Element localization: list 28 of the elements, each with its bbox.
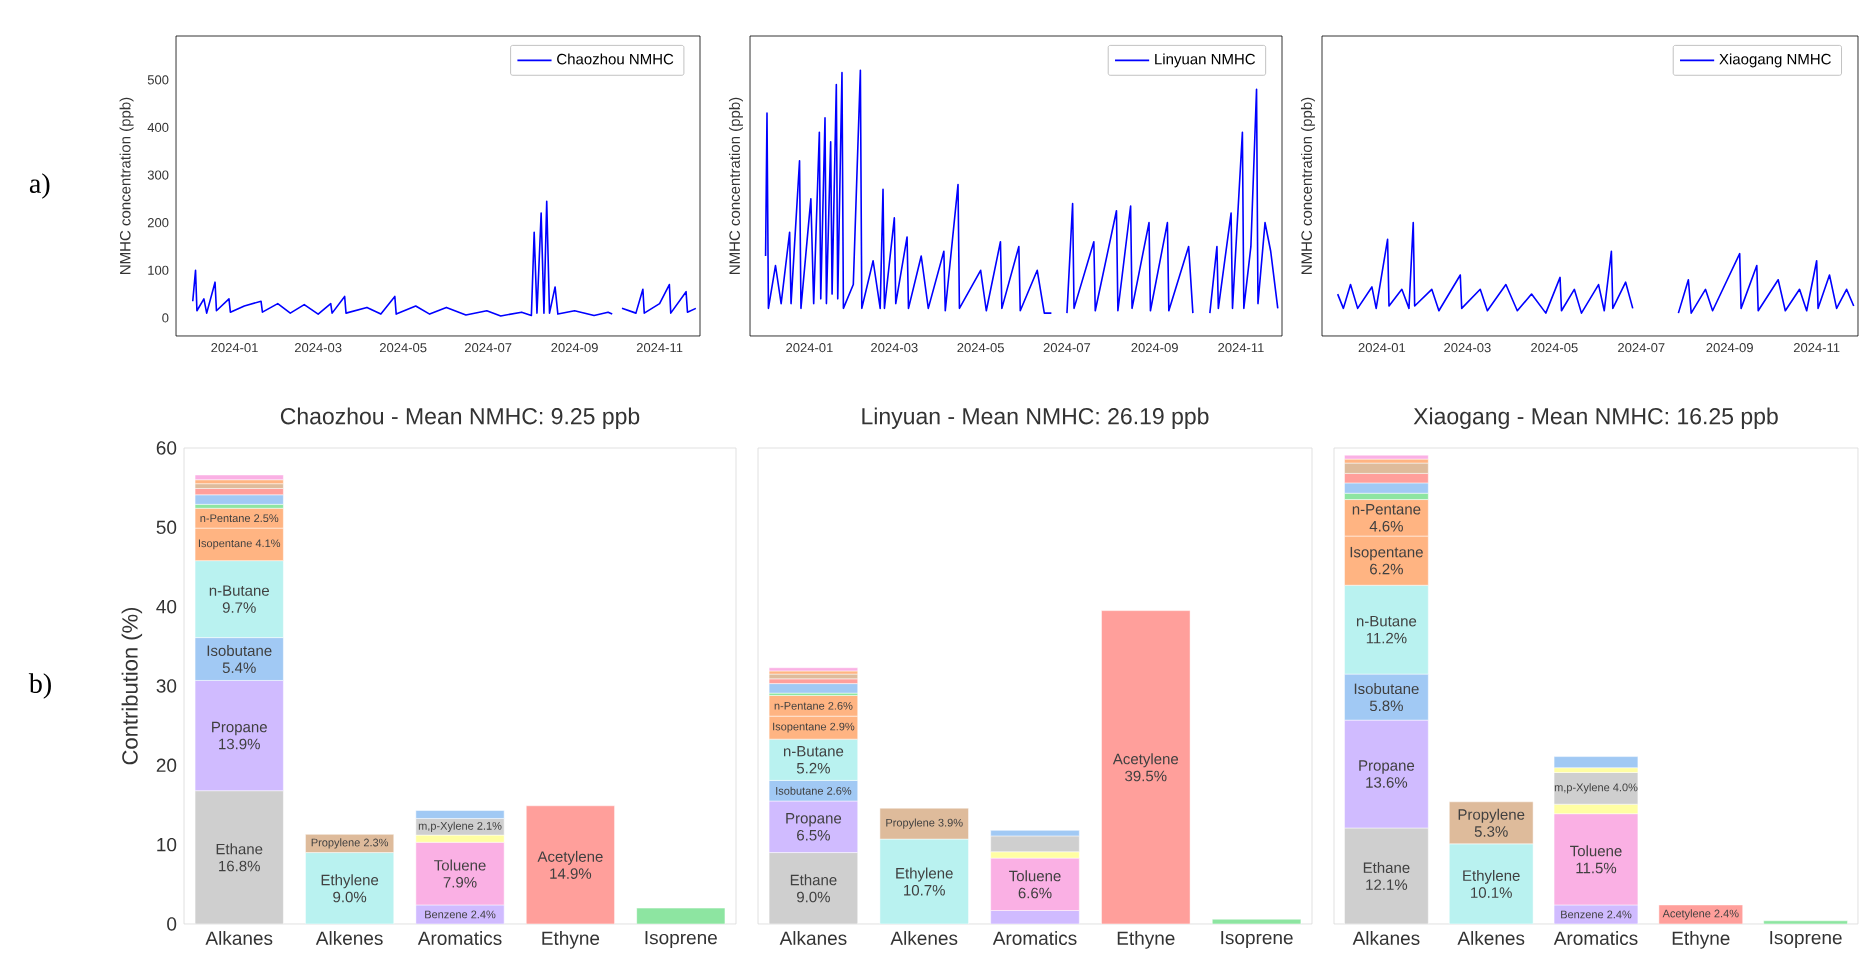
x-tick-label: Alkanes — [1352, 931, 1420, 945]
x-tick-label: Alkanes — [205, 931, 273, 945]
y-tick-label: 50 — [156, 520, 177, 535]
y-tick-label: 20 — [156, 758, 177, 773]
chart-title: Chaozhou - Mean NMHC: 9.25 ppb — [280, 407, 640, 429]
chart-title: Xiaogang - Mean NMHC: 16.25 ppb — [1413, 407, 1778, 429]
y-tick-label: 40 — [156, 599, 177, 614]
text: b) — [28, 673, 51, 699]
x-tick-label: Ethyne — [1117, 931, 1175, 949]
x-tick-label: Isoprene — [645, 931, 717, 949]
y-tick-label: 0 — [167, 917, 177, 931]
y-tick-label: 30 — [156, 679, 177, 693]
x-tick-label: Ethyne — [1672, 931, 1730, 949]
x-tick-label: Alkanes — [779, 931, 847, 945]
x-tick-label: Aromatics — [417, 931, 502, 945]
y-tick-label: 10 — [157, 837, 177, 852]
text: a) — [29, 173, 50, 199]
x-tick-label: Isoprene — [1221, 931, 1293, 949]
x-tick-label: Aromatics — [1553, 931, 1638, 945]
x-tick-label: Alkenes — [1457, 931, 1525, 945]
y-tick-label: 60 — [156, 441, 177, 455]
x-tick-label: Isoprene — [1770, 931, 1842, 949]
x-tick-label: Ethyne — [542, 931, 600, 949]
y-axis-title: Contribution (%) — [121, 607, 143, 765]
chart-title: Linyuan - Mean NMHC: 26.19 ppb — [862, 407, 1209, 429]
x-tick-label: Aromatics — [992, 931, 1077, 945]
x-tick-label: Alkenes — [890, 931, 958, 945]
x-tick-label: Alkenes — [315, 931, 383, 945]
